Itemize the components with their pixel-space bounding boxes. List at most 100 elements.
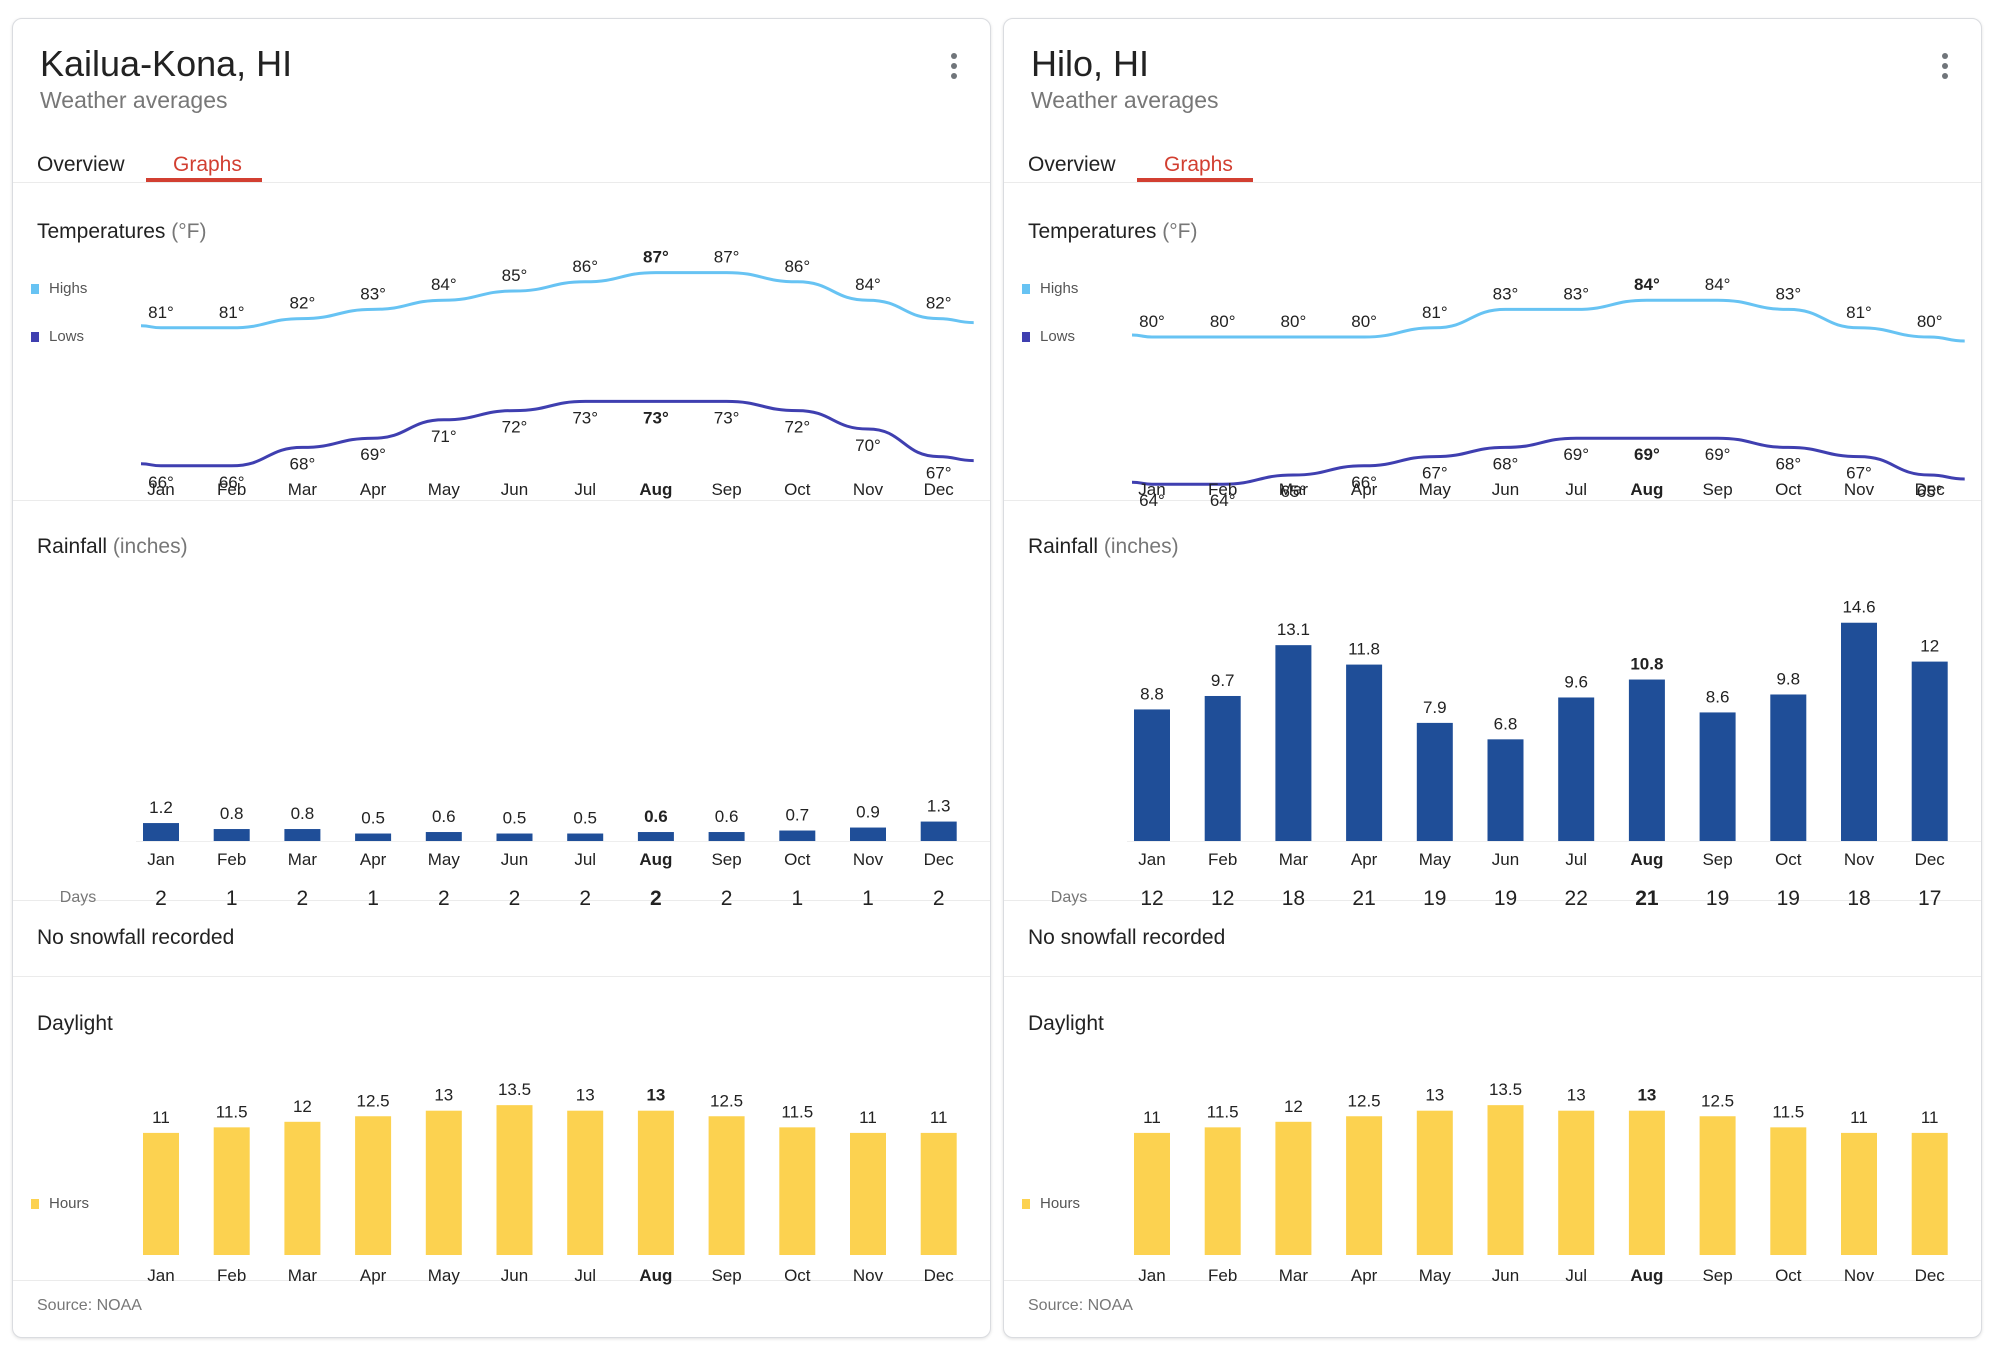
rain-value-label: 0.6 xyxy=(644,807,668,826)
month-label: Jul xyxy=(1565,850,1587,869)
daylight-title: Daylight xyxy=(1028,1012,1104,1035)
daylight-bar xyxy=(1699,1116,1736,1255)
low-temp-label: 69° xyxy=(1705,445,1731,464)
low-temp-label: 64° xyxy=(1139,491,1165,510)
rain-value-label: 0.7 xyxy=(785,806,809,825)
rain-bar xyxy=(1134,709,1170,841)
high-temp-label: 84° xyxy=(1634,275,1660,294)
daylight-value-label: 11.5 xyxy=(1207,1102,1239,1121)
daylight-bar xyxy=(779,1127,816,1255)
month-label: Dec xyxy=(1915,850,1946,869)
location-title: Hilo, HI xyxy=(1031,43,1150,84)
month-label: Apr xyxy=(360,1266,387,1285)
rainfall-chart: 8.8 9.7 13.1 11.8 7.9 6.8 9.6 10.8 8.6 9.8 14.6 12 J… xyxy=(1051,598,1981,910)
month-label: Apr xyxy=(360,480,387,499)
month-label: Dec xyxy=(924,480,955,499)
month-label: Mar xyxy=(288,480,318,499)
low-temp-label: 69° xyxy=(1563,445,1589,464)
high-temp-label: 87° xyxy=(714,248,740,267)
rain-days-value: 1 xyxy=(862,887,874,910)
rain-days-value: 21 xyxy=(1352,887,1375,910)
month-label: Jun xyxy=(1492,480,1519,499)
daylight-bar xyxy=(143,1132,179,1255)
rain-value-label: 0.6 xyxy=(432,807,456,826)
rain-days-value: 2 xyxy=(721,887,733,910)
more-options-icon[interactable] xyxy=(948,53,960,83)
month-label: Jun xyxy=(501,480,528,499)
month-label: Nov xyxy=(1844,1266,1875,1285)
month-label: Nov xyxy=(1844,480,1875,499)
low-temp-label: 66° xyxy=(148,473,174,492)
high-temp-label: 83° xyxy=(360,284,386,303)
high-temp-label: 80° xyxy=(1139,312,1165,331)
rain-bar xyxy=(143,823,179,841)
month-label: Oct xyxy=(784,1266,811,1285)
daylight-value-label: 11.5 xyxy=(781,1102,813,1121)
rain-bar xyxy=(708,832,745,841)
active-tab-indicator xyxy=(1137,178,1253,182)
snowfall-text: No snowfall recorded xyxy=(37,926,235,949)
rain-bar xyxy=(1346,664,1383,841)
temperatures-section: Temperatures (°F) Highs Lows 80° 80° 80° 80… xyxy=(1004,183,1981,510)
subtitle: Weather averages xyxy=(40,87,228,113)
month-label: Jun xyxy=(501,850,528,869)
month-label: Oct xyxy=(1775,1266,1802,1285)
low-temp-label: 69° xyxy=(1634,445,1660,464)
month-label: Dec xyxy=(924,850,955,869)
high-temp-label: 86° xyxy=(784,257,810,276)
hours-swatch xyxy=(31,1198,39,1209)
legend-hours: Hours xyxy=(1022,1195,1080,1212)
daylight-value-label: 13 xyxy=(646,1086,665,1105)
low-temp-label: 65° xyxy=(1917,482,1943,501)
high-temp-label: 80° xyxy=(1210,312,1236,331)
month-label: May xyxy=(1419,480,1452,499)
low-temp-label: 72° xyxy=(502,418,528,437)
month-label: Feb xyxy=(217,850,246,869)
rain-bar xyxy=(1628,679,1665,841)
month-label: Apr xyxy=(1351,1266,1378,1285)
low-temp-label: 72° xyxy=(784,418,810,437)
month-label: Mar xyxy=(1279,1266,1309,1285)
rainfall-chart: 1.2 0.8 0.8 0.5 0.6 0.5 0.5 0.6 0.6 0.7 0.9 1.3 Jan F… xyxy=(60,797,990,910)
rain-days-value: 17 xyxy=(1918,887,1941,910)
rain-days-value: 19 xyxy=(1423,887,1446,910)
location-title: Kailua-Kona, HI xyxy=(40,43,293,84)
daylight-bar xyxy=(1770,1127,1807,1255)
rain-bar xyxy=(1558,697,1595,841)
legend-lows: Lows xyxy=(31,328,84,345)
source-footer: Source: NOAA xyxy=(1028,1297,1133,1314)
rain-bar xyxy=(779,830,816,841)
rain-days-value: 2 xyxy=(155,887,167,910)
rain-value-label: 11.8 xyxy=(1348,640,1380,659)
daylight-value-label: 11.5 xyxy=(216,1102,248,1121)
daylight-bar xyxy=(1275,1121,1312,1255)
daylight-bar xyxy=(1911,1132,1948,1255)
hours-swatch xyxy=(1022,1198,1030,1209)
month-label: Apr xyxy=(1351,480,1378,499)
more-options-icon[interactable] xyxy=(1939,53,1951,83)
low-temp-label: 67° xyxy=(926,464,952,483)
month-label: Feb xyxy=(217,480,246,499)
tab-overview[interactable]: Overview xyxy=(37,153,125,176)
month-label: Oct xyxy=(1775,480,1802,499)
days-label: Days xyxy=(1051,889,1087,906)
low-temp-label: 67° xyxy=(1422,464,1448,483)
rain-bar xyxy=(1841,622,1877,841)
low-temp-label: 71° xyxy=(431,427,457,446)
month-label: Jul xyxy=(574,480,596,499)
tab-overview[interactable]: Overview xyxy=(1028,153,1116,176)
tab-graphs[interactable]: Graphs xyxy=(1164,153,1233,176)
daylight-bar xyxy=(1558,1110,1595,1255)
daylight-value-label: 12.5 xyxy=(357,1091,390,1110)
month-label: Mar xyxy=(288,850,318,869)
legend-highs: Highs xyxy=(1022,280,1078,297)
month-label: Feb xyxy=(1208,480,1237,499)
daylight-bar xyxy=(284,1121,321,1255)
tab-graphs[interactable]: Graphs xyxy=(173,153,242,176)
high-temp-label: 84° xyxy=(1705,275,1731,294)
month-label: Aug xyxy=(1630,480,1663,499)
month-label: May xyxy=(1419,850,1452,869)
rainfall-section: Rainfall (inches) 1.2 0.8 0.8 0.5 0.6 0.5 0.5 0… xyxy=(13,500,990,910)
month-label: Feb xyxy=(217,1266,246,1285)
month-label: Sep xyxy=(1702,850,1732,869)
